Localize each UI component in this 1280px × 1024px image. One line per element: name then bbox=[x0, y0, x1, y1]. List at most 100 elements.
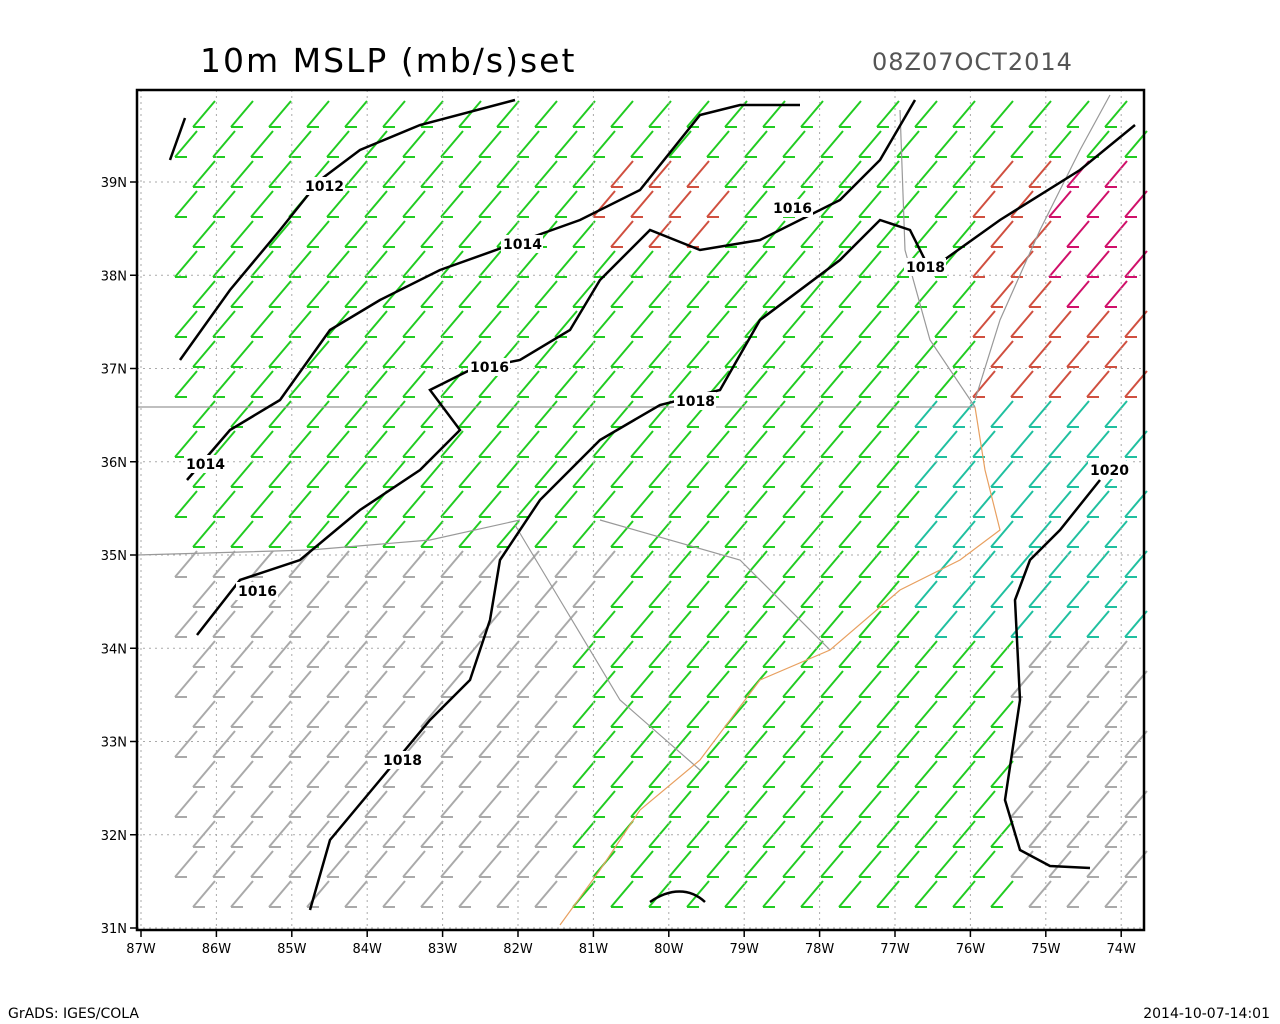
barb bbox=[1048, 250, 1072, 278]
barb bbox=[972, 190, 996, 218]
barb bbox=[896, 730, 920, 758]
barb bbox=[896, 430, 920, 458]
contour-labels: 1012 1014 1016 1018 1014 1016 1016 1018 1018 1020 bbox=[184, 177, 1130, 769]
barb bbox=[1048, 790, 1072, 818]
barb bbox=[192, 580, 216, 608]
barb bbox=[326, 730, 350, 758]
barb bbox=[914, 580, 938, 608]
barb bbox=[174, 130, 198, 158]
barb bbox=[782, 850, 806, 878]
barb bbox=[1104, 760, 1128, 788]
barb bbox=[268, 340, 292, 368]
barb bbox=[534, 640, 558, 668]
y-tick-label: 34N bbox=[101, 642, 127, 657]
barb bbox=[952, 580, 976, 608]
barb bbox=[686, 640, 710, 668]
barb bbox=[876, 700, 900, 728]
barb bbox=[1010, 730, 1034, 758]
barb bbox=[838, 880, 862, 908]
y-tick-label: 31N bbox=[101, 922, 127, 937]
barb bbox=[686, 700, 710, 728]
barb bbox=[686, 220, 710, 248]
barb bbox=[952, 340, 976, 368]
barb bbox=[192, 400, 216, 428]
barb bbox=[800, 640, 824, 668]
barb bbox=[192, 640, 216, 668]
barb bbox=[914, 160, 938, 188]
barb bbox=[630, 370, 654, 398]
barb bbox=[496, 580, 520, 608]
barb bbox=[972, 310, 996, 338]
barb bbox=[820, 610, 844, 638]
barb bbox=[934, 310, 958, 338]
barb bbox=[344, 460, 368, 488]
barb bbox=[782, 430, 806, 458]
barb bbox=[1066, 640, 1090, 668]
barb bbox=[744, 490, 768, 518]
isobar bbox=[186, 103, 800, 481]
barb bbox=[782, 670, 806, 698]
state-line bbox=[136, 519, 521, 556]
barb bbox=[724, 880, 748, 908]
barb bbox=[306, 640, 330, 668]
barb bbox=[800, 760, 824, 788]
barb bbox=[496, 460, 520, 488]
barb bbox=[648, 880, 672, 908]
barb bbox=[914, 280, 938, 308]
boundaries bbox=[136, 94, 1111, 926]
barb bbox=[592, 730, 616, 758]
barb bbox=[744, 850, 768, 878]
barb bbox=[344, 220, 368, 248]
barb bbox=[364, 190, 388, 218]
barb bbox=[516, 430, 540, 458]
barb bbox=[668, 190, 692, 218]
barb bbox=[420, 760, 444, 788]
barb bbox=[800, 280, 824, 308]
barb bbox=[990, 400, 1014, 428]
barb bbox=[478, 130, 502, 158]
barb bbox=[268, 280, 292, 308]
barb bbox=[572, 700, 596, 728]
barb bbox=[744, 610, 768, 638]
barb bbox=[554, 250, 578, 278]
barb bbox=[724, 220, 748, 248]
barb bbox=[610, 640, 634, 668]
barb bbox=[952, 160, 976, 188]
barb bbox=[1086, 430, 1110, 458]
isobar bbox=[178, 98, 516, 361]
isobar bbox=[196, 99, 917, 636]
barb bbox=[990, 160, 1014, 188]
barb bbox=[212, 190, 236, 218]
barb bbox=[440, 730, 464, 758]
barb bbox=[534, 700, 558, 728]
barb bbox=[668, 610, 692, 638]
barb bbox=[630, 250, 654, 278]
barb bbox=[306, 580, 330, 608]
barb bbox=[326, 190, 350, 218]
barb bbox=[288, 610, 312, 638]
barb bbox=[326, 370, 350, 398]
barb bbox=[420, 160, 444, 188]
barb bbox=[1010, 610, 1034, 638]
barb bbox=[268, 760, 292, 788]
barb bbox=[230, 820, 254, 848]
barb bbox=[1028, 700, 1052, 728]
barb bbox=[630, 850, 654, 878]
barb bbox=[952, 700, 976, 728]
barb bbox=[838, 220, 862, 248]
y-tick-label: 33N bbox=[101, 736, 127, 751]
barb bbox=[516, 730, 540, 758]
barb bbox=[858, 130, 882, 158]
barb bbox=[192, 880, 216, 908]
barb bbox=[706, 730, 730, 758]
barb bbox=[858, 730, 882, 758]
barb bbox=[896, 670, 920, 698]
barb bbox=[458, 160, 482, 188]
barb bbox=[1104, 820, 1128, 848]
barb bbox=[1028, 460, 1052, 488]
barb bbox=[250, 310, 274, 338]
barb bbox=[344, 160, 368, 188]
label-bg bbox=[381, 751, 423, 769]
barb bbox=[496, 160, 520, 188]
barb bbox=[326, 850, 350, 878]
